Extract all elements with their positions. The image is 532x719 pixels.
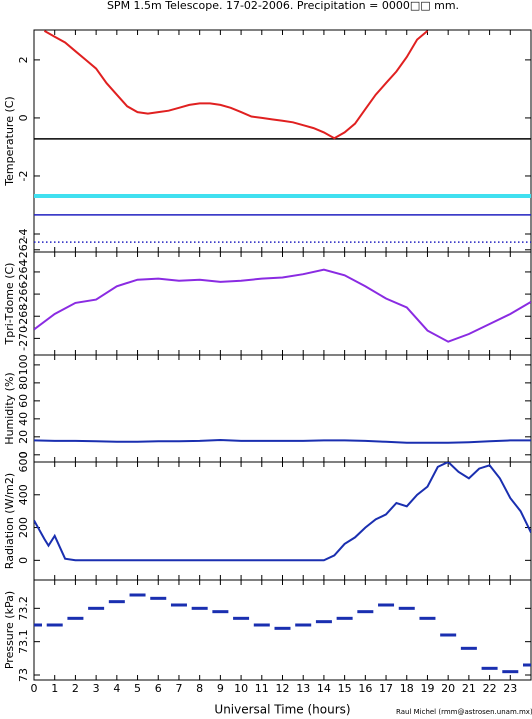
y-tick-label: -262: [17, 237, 30, 262]
data-point: [191, 606, 208, 610]
y-tick-label: 80: [17, 376, 30, 390]
y-tick-label: 60: [17, 394, 30, 408]
data-point: [378, 603, 395, 607]
y-tick-label: 200: [17, 517, 30, 538]
x-tick-label: 15: [338, 682, 352, 695]
x-tick-label: 11: [255, 682, 269, 695]
y-tick-label: -264: [17, 259, 30, 284]
credit: Raul Michel (rmm@astrosen.unam.mx): [396, 708, 532, 716]
data-line: [43, 30, 429, 140]
x-tick-label: 8: [196, 682, 203, 695]
x-tick-label: 2: [72, 682, 79, 695]
data-point: [46, 623, 63, 627]
x-axis-title: Universal Time (hours): [214, 703, 350, 717]
x-tick-label: 18: [400, 682, 414, 695]
y-tick-label: 2: [17, 56, 30, 63]
y-tick-label: -266: [17, 282, 30, 307]
data-point: [357, 610, 374, 614]
data-point: [502, 670, 519, 674]
x-tick-label: 23: [503, 682, 517, 695]
x-tick-label: 14: [317, 682, 331, 695]
y-tick-label: 20: [17, 430, 30, 444]
data-point: [315, 620, 332, 624]
y-tick-label: 73.1: [17, 629, 30, 654]
y-tick-label: -4: [17, 229, 30, 240]
x-tick-label: 1: [51, 682, 58, 695]
data-point: [150, 596, 167, 600]
y-tick-label: 400: [17, 484, 30, 505]
y-tick-label: -2: [17, 170, 30, 181]
data-point: [212, 610, 229, 614]
data-point: [129, 593, 146, 597]
x-tick-label: 9: [217, 682, 224, 695]
y-axis-title: Pressure (kPa): [3, 591, 16, 669]
y-axis-title: Temperature (C): [3, 96, 16, 186]
y-axis-title: Tpri-Tdome (C): [3, 263, 16, 346]
y-tick-label: 73: [17, 668, 30, 682]
data-point: [481, 666, 498, 670]
x-tick-label: 21: [462, 682, 476, 695]
y-tick-label: 0: [17, 557, 30, 564]
data-point: [170, 603, 187, 607]
data-line: [34, 462, 531, 562]
x-tick-label: 7: [175, 682, 182, 695]
x-tick-label: 4: [113, 682, 120, 695]
x-tick-label: 13: [296, 682, 310, 695]
y-tick-label: -270: [17, 326, 30, 351]
plot-frame: [33, 354, 532, 463]
y-tick-label: 100: [17, 354, 30, 375]
x-tick-label: 5: [134, 682, 141, 695]
data-point: [34, 623, 42, 627]
chart-title: SPM 1.5m Telescope. 17-02-2006. Precipit…: [107, 0, 459, 12]
plot-frame: [33, 29, 532, 253]
data-point: [460, 646, 477, 650]
plot-frame: [33, 579, 532, 681]
data-point: [419, 616, 436, 620]
x-tick-label: 0: [31, 682, 38, 695]
x-tick-label: 20: [441, 682, 455, 695]
plot-frame: [33, 461, 532, 581]
y-tick-label: 40: [17, 412, 30, 426]
data-point: [233, 616, 250, 620]
x-tick-label: 6: [155, 682, 162, 695]
data-point: [523, 663, 531, 667]
y-tick-label: 0: [17, 451, 30, 458]
x-tick-label: 16: [358, 682, 372, 695]
y-tick-label: 0: [17, 114, 30, 121]
y-tick-label: 73.2: [17, 596, 30, 621]
x-tick-label: 17: [379, 682, 393, 695]
data-point: [253, 623, 270, 627]
x-tick-label: 22: [483, 682, 497, 695]
x-tick-label: 10: [234, 682, 248, 695]
data-line: [34, 268, 531, 343]
data-point: [88, 606, 105, 610]
data-point: [336, 616, 353, 620]
y-axis-title: Humidity (%): [3, 372, 16, 444]
y-axis-title: Radiation (W/m2): [3, 473, 16, 569]
data-point: [440, 633, 457, 637]
x-tick-label: 19: [420, 682, 434, 695]
data-point: [108, 600, 125, 604]
x-tick-label: 12: [276, 682, 290, 695]
y-tick-label: 600: [17, 452, 30, 473]
data-line: [34, 438, 531, 444]
data-point: [295, 623, 312, 627]
y-tick-label: -268: [17, 304, 30, 329]
data-point: [398, 606, 415, 610]
x-tick-label: 3: [93, 682, 100, 695]
data-point: [274, 626, 291, 630]
data-point: [67, 616, 84, 620]
